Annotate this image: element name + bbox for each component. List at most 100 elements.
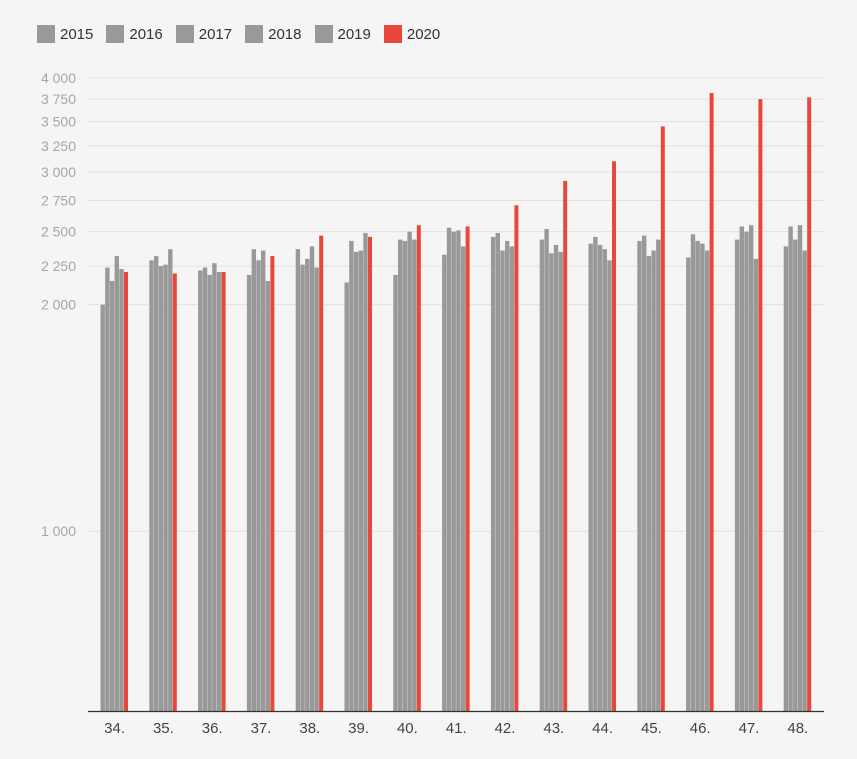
bar-2018-47[interactable]	[749, 225, 754, 711]
legend-swatch	[106, 25, 125, 43]
bar-2017-43[interactable]	[549, 253, 554, 711]
bar-2017-39[interactable]	[353, 251, 359, 711]
bar-2019-48[interactable]	[802, 250, 807, 711]
bar-2019-44[interactable]	[607, 260, 612, 711]
bar-2016-34[interactable]	[105, 267, 110, 711]
bar-2020-42[interactable]	[514, 205, 519, 711]
bar-2019-47[interactable]	[753, 258, 759, 711]
bar-2018-35[interactable]	[163, 264, 168, 711]
legend-label: 2015	[60, 25, 94, 43]
bar-2020-46[interactable]	[709, 93, 714, 711]
bar-2019-34[interactable]	[119, 269, 124, 711]
bar-2017-34[interactable]	[109, 280, 115, 711]
bar-2016-46[interactable]	[690, 234, 696, 711]
bar-2019-42[interactable]	[509, 246, 515, 711]
bar-2015-46[interactable]	[686, 257, 691, 711]
bar-2016-35[interactable]	[154, 256, 159, 711]
legend-item-2019[interactable]: 2019	[314, 25, 371, 43]
bar-2015-41[interactable]	[442, 254, 447, 712]
legend-item-2015[interactable]: 2015	[37, 25, 93, 43]
bar-2019-46[interactable]	[704, 250, 710, 711]
bar-2016-41[interactable]	[446, 227, 452, 712]
bar-2017-40[interactable]	[402, 240, 408, 711]
bar-2018-44[interactable]	[602, 249, 607, 711]
bar-2020-45[interactable]	[660, 126, 665, 712]
y-tick-label: 2 000	[41, 297, 76, 313]
bar-2016-43[interactable]	[544, 229, 549, 711]
bar-2020-44[interactable]	[612, 161, 616, 711]
bar-2020-36[interactable]	[221, 271, 226, 711]
bar-2020-35[interactable]	[172, 273, 177, 711]
bar-2015-45[interactable]	[637, 240, 642, 711]
legend-item-2020[interactable]: 2020	[383, 25, 441, 43]
bar-2015-40[interactable]	[393, 274, 398, 711]
bar-2020-39[interactable]	[368, 236, 372, 711]
bar-2018-38[interactable]	[309, 246, 315, 711]
legend-item-2016[interactable]: 2016	[106, 25, 163, 43]
bar-2020-43[interactable]	[563, 180, 568, 711]
bar-2016-47[interactable]	[739, 226, 744, 711]
bar-2020-40[interactable]	[416, 225, 421, 711]
bar-2020-34[interactable]	[124, 271, 128, 711]
bar-2016-45[interactable]	[642, 235, 647, 711]
bar-2015-39[interactable]	[344, 282, 349, 711]
bar-2018-34[interactable]	[114, 256, 119, 711]
bar-2017-37[interactable]	[256, 260, 261, 711]
bar-2016-44[interactable]	[593, 236, 598, 711]
bar-2017-44[interactable]	[597, 245, 603, 711]
bar-2018-37[interactable]	[261, 250, 266, 711]
bar-2019-41[interactable]	[460, 246, 466, 711]
bar-2016-42[interactable]	[495, 232, 500, 711]
bar-2017-36[interactable]	[207, 274, 212, 711]
bar-2019-37[interactable]	[265, 280, 271, 711]
bar-2015-37[interactable]	[246, 274, 252, 711]
bar-2020-47[interactable]	[758, 99, 763, 712]
bar-2018-39[interactable]	[358, 250, 363, 711]
bar-2018-41[interactable]	[456, 230, 461, 711]
bar-2015-34[interactable]	[100, 304, 105, 711]
bar-2017-45[interactable]	[646, 256, 652, 711]
bar-2016-38[interactable]	[300, 264, 305, 711]
bar-2017-42[interactable]	[500, 250, 505, 711]
bar-2016-37[interactable]	[251, 249, 256, 711]
bar-2015-44[interactable]	[588, 243, 593, 711]
bar-2017-46[interactable]	[695, 240, 700, 711]
bar-2019-39[interactable]	[363, 232, 368, 711]
bar-2018-40[interactable]	[407, 231, 412, 712]
bar-2019-36[interactable]	[216, 271, 222, 711]
bar-2017-35[interactable]	[158, 266, 164, 711]
bar-2019-45[interactable]	[656, 239, 661, 712]
bar-2020-41[interactable]	[465, 226, 470, 711]
legend-label: 2020	[406, 25, 441, 43]
bar-2018-36[interactable]	[212, 263, 217, 711]
bar-2018-43[interactable]	[553, 245, 559, 711]
bar-2016-36[interactable]	[202, 267, 208, 711]
bar-2019-35[interactable]	[168, 249, 173, 711]
bar-2018-45[interactable]	[651, 250, 656, 711]
legend-item-2017[interactable]: 2017	[175, 25, 232, 43]
bar-2016-40[interactable]	[398, 239, 403, 712]
bar-2016-48[interactable]	[788, 226, 793, 711]
bar-2020-37[interactable]	[270, 256, 275, 711]
bar-2015-48[interactable]	[783, 246, 789, 711]
bar-2015-38[interactable]	[295, 249, 301, 711]
bar-2016-39[interactable]	[349, 240, 354, 711]
bar-2018-48[interactable]	[797, 225, 803, 711]
legend-item-2018[interactable]: 2018	[245, 25, 302, 43]
bar-2015-36[interactable]	[198, 270, 203, 711]
bar-2015-47[interactable]	[734, 239, 740, 712]
bar-2015-43[interactable]	[539, 239, 545, 712]
bar-2019-40[interactable]	[412, 239, 417, 712]
bar-2018-42[interactable]	[505, 240, 510, 711]
bar-2019-38[interactable]	[314, 267, 319, 711]
bar-2017-38[interactable]	[305, 258, 310, 711]
bar-2015-35[interactable]	[149, 260, 154, 711]
bar-2017-41[interactable]	[451, 231, 456, 712]
bar-2018-46[interactable]	[700, 243, 705, 711]
bar-2020-48[interactable]	[807, 97, 812, 711]
bar-2017-48[interactable]	[793, 239, 798, 712]
bar-2015-42[interactable]	[490, 236, 496, 711]
bar-2019-43[interactable]	[558, 251, 563, 711]
bar-2020-38[interactable]	[319, 235, 324, 711]
bar-2017-47[interactable]	[744, 231, 749, 712]
